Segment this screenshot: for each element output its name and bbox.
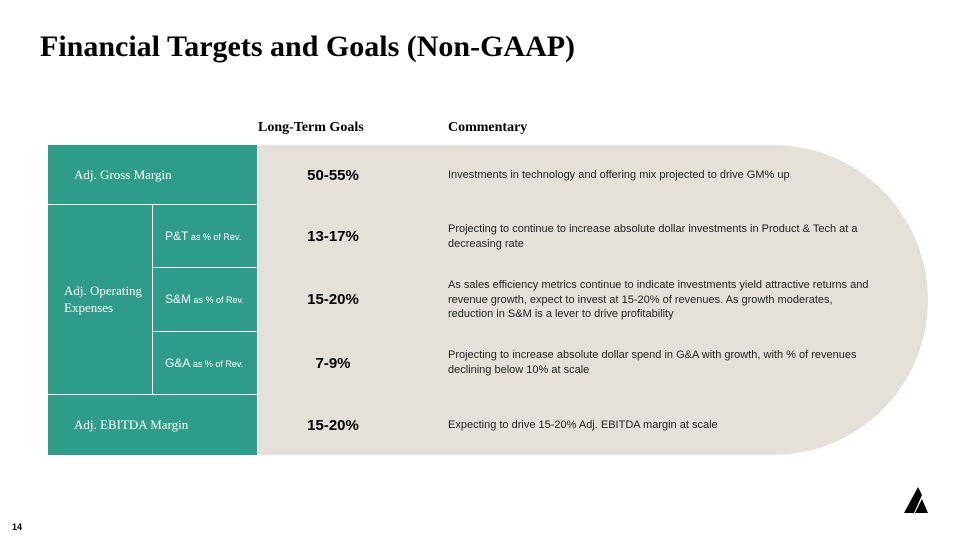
label-sm-suffix: as % of Rev. (191, 295, 244, 305)
label-gross-margin: Adj. Gross Margin (48, 145, 258, 205)
label-ga-text: G&A (165, 356, 190, 370)
logo-icon (898, 483, 932, 522)
commentary-text: As sales efficiency metrics continue to … (448, 278, 878, 323)
commentary-text: Investments in technology and offering m… (448, 168, 878, 183)
label-pt: P&T as % of Rev. (153, 205, 258, 268)
data-panel: Adj. Gross Margin Adj. Operating Expense… (48, 145, 928, 455)
slide: Financial Targets and Goals (Non-GAAP) L… (0, 0, 960, 540)
label-pt-suffix: as % of Rev. (188, 232, 241, 242)
label-opex-group: Adj. Operating Expenses P&T as % of Rev.… (48, 205, 258, 395)
label-sm: S&M as % of Rev. (153, 268, 258, 331)
header-commentary: Commentary (448, 120, 527, 136)
commentary-text: Projecting to continue to increase absol… (448, 222, 878, 252)
slide-title: Financial Targets and Goals (Non-GAAP) (40, 30, 575, 64)
opex-sub-column: P&T as % of Rev. S&M as % of Rev. G&A as… (153, 205, 258, 395)
label-ga: G&A as % of Rev. (153, 332, 258, 395)
goal-value: 15-20% (258, 291, 448, 308)
table-row: 15-20% As sales efficiency metrics conti… (258, 268, 878, 331)
label-opex: Adj. Operating Expenses (48, 205, 153, 395)
label-sm-text: S&M (165, 292, 191, 306)
header-goals: Long-Term Goals (258, 120, 448, 136)
table-row: 15-20% Expecting to drive 15-20% Adj. EB… (258, 395, 878, 455)
row-labels-column: Adj. Gross Margin Adj. Operating Expense… (48, 145, 258, 455)
goal-value: 13-17% (258, 228, 448, 245)
goal-value: 7-9% (258, 355, 448, 372)
page-number: 14 (12, 522, 22, 532)
goal-value: 50-55% (258, 167, 448, 184)
table-row: 50-55% Investments in technology and off… (258, 145, 878, 205)
label-pt-text: P&T (165, 229, 188, 243)
table-row: 13-17% Projecting to continue to increas… (258, 205, 878, 268)
commentary-text: Expecting to drive 15-20% Adj. EBITDA ma… (448, 418, 878, 433)
label-ga-suffix: as % of Rev. (190, 359, 243, 369)
label-ebitda: Adj. EBITDA Margin (48, 395, 258, 455)
commentary-text: Projecting to increase absolute dollar s… (448, 348, 878, 378)
table-row: 7-9% Projecting to increase absolute dol… (258, 332, 878, 395)
column-headers: Long-Term Goals Commentary (258, 120, 527, 136)
goal-value: 15-20% (258, 417, 448, 434)
